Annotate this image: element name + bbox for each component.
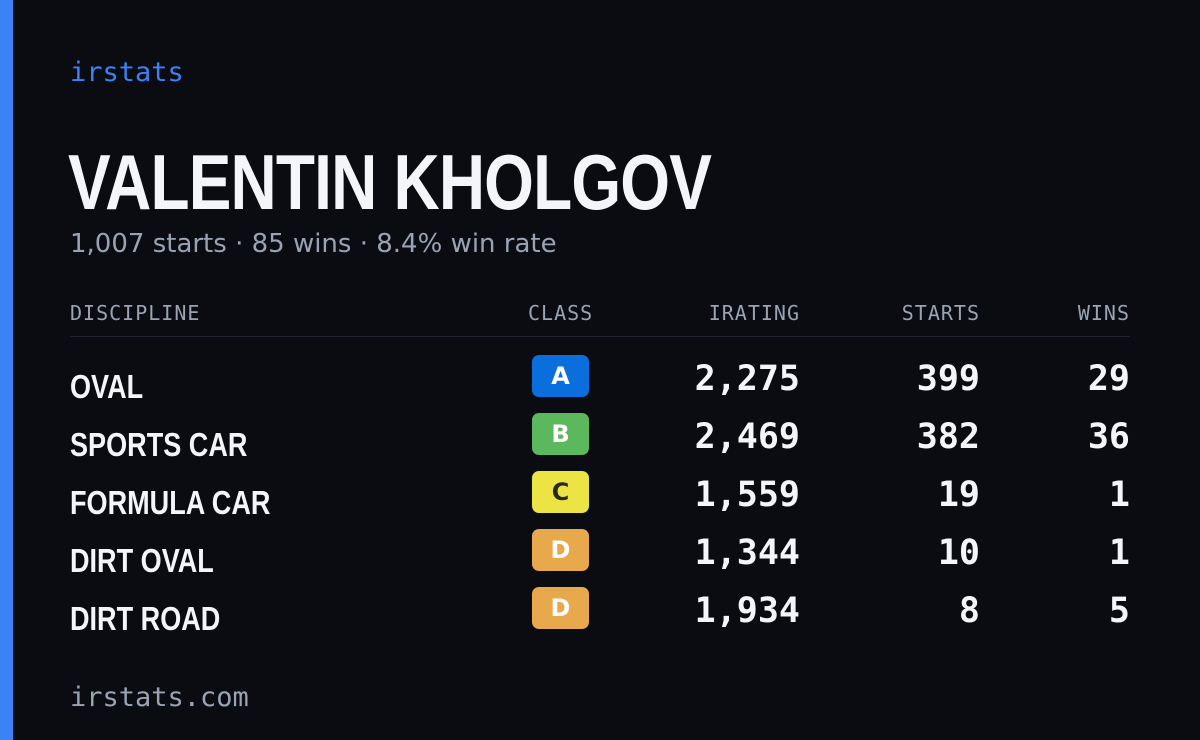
player-name: VALENTIN KHOLGOV [68,138,712,226]
wins-value: 36 [1087,417,1130,457]
header-class: CLASS [528,301,594,325]
table-body: OVAL A 2,275 399 29 SPORTS CAR B 2,469 3… [70,355,1130,645]
class-badge: B [532,413,589,455]
irating-value: 1,559 [694,475,800,515]
starts-value: 8 [958,591,980,631]
discipline-name: DIRT OVAL [70,542,214,579]
discipline-name: DIRT ROAD [70,600,221,637]
class-badge: D [532,587,589,629]
table-row: SPORTS CAR B 2,469 382 36 [70,413,1130,471]
table-row: FORMULA CAR C 1,559 19 1 [70,471,1130,529]
starts-value: 19 [937,475,980,515]
starts-value: 382 [916,417,980,457]
wins-value: 1 [1108,475,1130,515]
footer-site-url: irstats.com [70,682,249,713]
player-summary: 1,007 starts · 85 wins · 8.4% win rate [70,229,557,259]
table-row: DIRT OVAL D 1,344 10 1 [70,529,1130,587]
wins-value: 1 [1108,533,1130,573]
table-row: DIRT ROAD D 1,934 8 5 [70,587,1130,645]
header-starts: STARTS [901,301,980,325]
irating-value: 2,469 [694,417,800,457]
accent-bar [0,0,13,740]
header-discipline: DISCIPLINE [70,301,201,325]
wins-value: 29 [1087,359,1130,399]
class-badge: A [532,355,589,397]
irating-value: 1,344 [694,533,800,573]
starts-value: 10 [937,533,980,573]
discipline-name: OVAL [70,368,144,405]
irating-value: 2,275 [694,359,800,399]
table-header: DISCIPLINE CLASS IRATING STARTS WINS [70,296,1130,337]
starts-value: 399 [916,359,980,399]
header-wins: WINS [1077,301,1130,325]
wins-value: 5 [1108,591,1130,631]
class-badge: C [532,471,589,513]
class-badge: D [532,529,589,571]
header-irating: IRATING [708,301,800,325]
discipline-table: DISCIPLINE CLASS IRATING STARTS WINS OVA… [70,296,1130,645]
irating-value: 1,934 [694,591,800,631]
discipline-name: FORMULA CAR [70,484,271,521]
brand-logo-text: irstats [70,57,184,88]
table-row: OVAL A 2,275 399 29 [70,355,1130,413]
discipline-name: SPORTS CAR [70,426,248,463]
